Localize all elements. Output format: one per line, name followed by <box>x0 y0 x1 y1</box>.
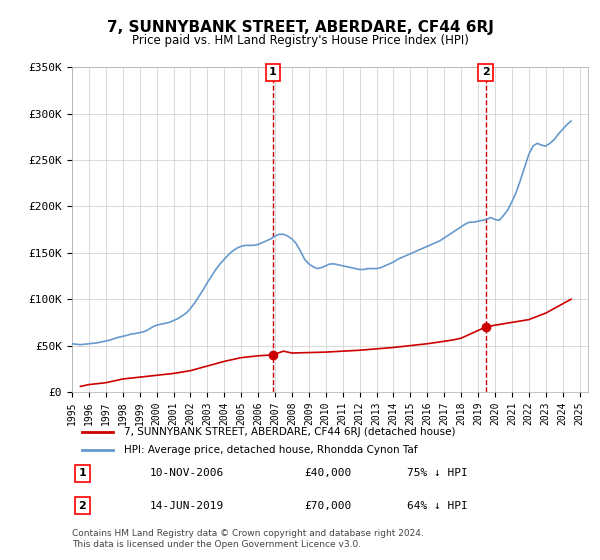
Text: 2: 2 <box>482 67 490 77</box>
Text: 2: 2 <box>79 501 86 511</box>
Text: Price paid vs. HM Land Registry's House Price Index (HPI): Price paid vs. HM Land Registry's House … <box>131 34 469 46</box>
Text: 10-NOV-2006: 10-NOV-2006 <box>149 468 224 478</box>
Text: 14-JUN-2019: 14-JUN-2019 <box>149 501 224 511</box>
Text: 7, SUNNYBANK STREET, ABERDARE, CF44 6RJ (detached house): 7, SUNNYBANK STREET, ABERDARE, CF44 6RJ … <box>124 427 455 437</box>
Text: 1: 1 <box>269 67 277 77</box>
Text: £40,000: £40,000 <box>304 468 352 478</box>
Text: 64% ↓ HPI: 64% ↓ HPI <box>407 501 468 511</box>
Text: £70,000: £70,000 <box>304 501 352 511</box>
Text: 75% ↓ HPI: 75% ↓ HPI <box>407 468 468 478</box>
Text: 7, SUNNYBANK STREET, ABERDARE, CF44 6RJ: 7, SUNNYBANK STREET, ABERDARE, CF44 6RJ <box>107 20 493 35</box>
Text: HPI: Average price, detached house, Rhondda Cynon Taf: HPI: Average price, detached house, Rhon… <box>124 445 417 455</box>
Text: Contains HM Land Registry data © Crown copyright and database right 2024.: Contains HM Land Registry data © Crown c… <box>72 529 424 538</box>
Text: 1: 1 <box>79 468 86 478</box>
Text: This data is licensed under the Open Government Licence v3.0.: This data is licensed under the Open Gov… <box>72 540 361 549</box>
